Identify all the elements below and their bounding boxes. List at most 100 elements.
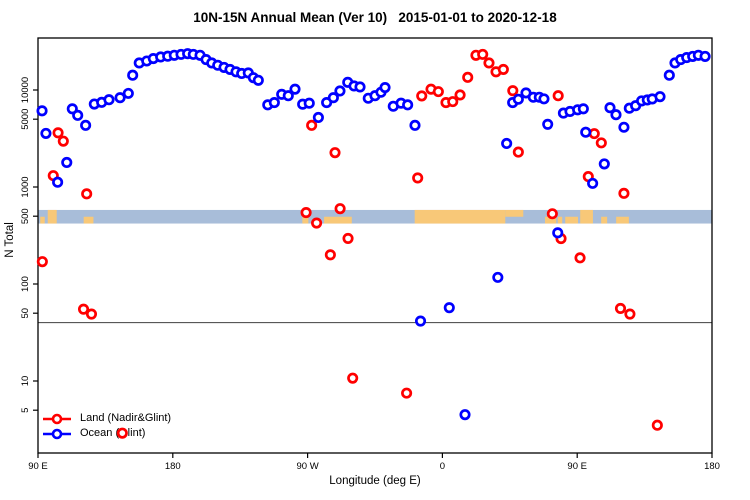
ocean-point [542, 118, 554, 130]
ocean-point [327, 92, 339, 104]
map-band-ocean [38, 209, 712, 224]
map-band-land-patch [580, 209, 593, 224]
map-band-land-patch [565, 216, 578, 224]
ocean-point [72, 109, 84, 121]
ocean-point [122, 87, 134, 99]
land-point [588, 128, 600, 140]
plot-frame [37, 37, 713, 454]
ocean-point [379, 81, 391, 94]
ocean-point [552, 227, 564, 239]
ocean-point [282, 90, 294, 102]
land-point [300, 207, 312, 219]
y-tick-label: 10000 [20, 77, 31, 103]
ocean-point [268, 97, 280, 109]
map-band-land-patch [40, 216, 45, 224]
ocean-point [312, 111, 324, 124]
ocean-point [402, 99, 414, 111]
chart-title: 10N-15N Annual Mean (Ver 10) 2015-01-01 … [193, 10, 557, 25]
map-band-land-patch [47, 209, 57, 224]
ocean-point [580, 126, 592, 138]
ocean-point [80, 119, 92, 131]
land-point [306, 119, 318, 131]
map-band-land-patch [544, 216, 557, 224]
land-point [483, 57, 495, 69]
map-band-land-patch [83, 216, 94, 224]
ocean-point [492, 271, 504, 283]
land-point [342, 232, 354, 244]
y-tick-label: 500 [20, 208, 31, 224]
map-band-land-patch [601, 216, 608, 224]
legend-item-land: Land (Nadir&Glint) [42, 411, 171, 426]
map-band-land-patch [557, 216, 563, 224]
x-tick-label: 180 [165, 461, 181, 472]
ocean-point [512, 93, 524, 105]
ocean-point [252, 74, 264, 86]
ocean-point [414, 315, 427, 327]
map-band-land-patch [616, 216, 629, 224]
ocean-point [52, 176, 64, 188]
land-point [454, 89, 466, 101]
ocean-point [334, 85, 346, 97]
land-point [81, 188, 93, 200]
land-point [324, 249, 336, 261]
y-tick-label: 100 [20, 276, 31, 292]
ocean-point [501, 137, 513, 150]
legend-marker-ocean-icon [43, 428, 71, 439]
ocean-point [303, 97, 315, 109]
land-point [116, 427, 128, 439]
land-point [552, 90, 564, 102]
land-point [52, 127, 64, 139]
ocean-point [103, 94, 115, 106]
y-tick-label: 1000 [20, 176, 31, 197]
ocean-point [654, 91, 666, 103]
ocean-point [459, 409, 471, 421]
legend-marker-land-icon [43, 413, 71, 424]
land-point [507, 85, 519, 97]
land-point [334, 203, 346, 215]
ocean-point [114, 92, 126, 104]
y-tick-label: 5000 [20, 109, 31, 130]
x-tick-label: 0 [440, 461, 445, 472]
land-point [462, 71, 474, 83]
x-tick-label: 180 [704, 461, 720, 472]
ocean-point [40, 127, 52, 139]
map-band-land-patch [324, 216, 352, 224]
ocean-point [409, 119, 421, 131]
x-tick-label: 90 W [297, 461, 319, 472]
land-point [595, 137, 607, 149]
ocean-point [36, 105, 48, 117]
y-tick-label: 10 [20, 376, 31, 387]
ocean-point [663, 69, 675, 81]
ocean-point [538, 93, 550, 105]
ocean-point [604, 102, 616, 114]
x-tick-label: 90 E [28, 461, 48, 472]
land-point [77, 303, 90, 315]
map-band-land-patch [414, 209, 506, 224]
land-point [447, 96, 459, 108]
land-point [401, 387, 413, 399]
land-point [329, 147, 341, 159]
land-point [497, 63, 509, 75]
ocean-point [598, 158, 610, 170]
land-point [36, 256, 48, 268]
land-point [618, 187, 630, 199]
ocean-point [127, 69, 139, 81]
ocean-point [289, 83, 301, 95]
land-point [651, 419, 663, 431]
ocean-point [610, 109, 622, 121]
ocean-point [577, 103, 589, 115]
ocean-point [587, 177, 599, 189]
land-point [614, 302, 627, 314]
land-point [546, 208, 558, 220]
land-point [311, 217, 323, 229]
land-point [57, 135, 69, 147]
legend-label-land: Land (Nadir&Glint) [80, 412, 172, 424]
ocean-point [699, 50, 711, 62]
ocean-point [443, 302, 455, 314]
legend: Land (Nadir&Glint) Ocean (Glint) [42, 411, 171, 441]
ocean-point [354, 81, 366, 93]
ocean-point [61, 156, 73, 169]
y-tick-label: 50 [20, 308, 31, 319]
